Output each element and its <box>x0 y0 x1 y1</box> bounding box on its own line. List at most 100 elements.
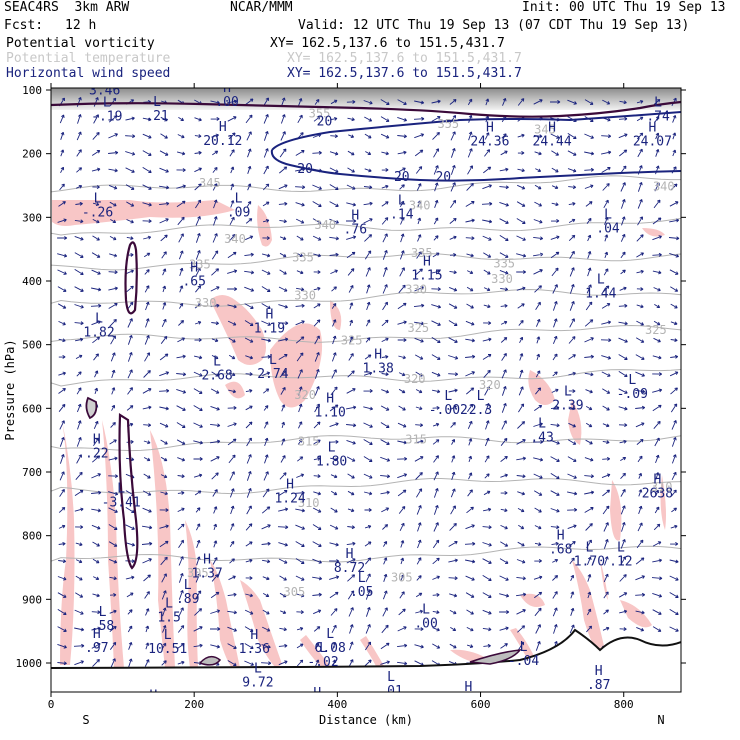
wind-vector <box>397 473 408 479</box>
extremum-type: H <box>313 686 321 701</box>
pv-contour-tropopause <box>51 100 681 118</box>
wind-vector <box>178 589 184 600</box>
wind-vector <box>57 236 68 240</box>
wind-vector <box>516 456 526 461</box>
wind-vector <box>90 303 102 308</box>
wind-vector <box>618 371 628 378</box>
wind-vector <box>652 609 662 615</box>
wind-vector <box>534 507 542 513</box>
wind-vector <box>143 440 151 445</box>
extremum-type: H <box>149 688 157 703</box>
wind-vector <box>127 609 133 615</box>
wind-vector <box>298 386 303 396</box>
extremum-value: .00 <box>215 95 238 110</box>
wind-vector <box>74 286 84 292</box>
wind-vector <box>671 420 677 430</box>
wind-vector <box>363 100 373 105</box>
extremum-type: L <box>184 578 192 593</box>
wind-vector <box>261 338 272 343</box>
x-tick-label: 800 <box>614 698 634 711</box>
wind-vector <box>433 504 439 515</box>
wind-vector <box>652 372 663 376</box>
extremum-type: L <box>538 416 546 431</box>
wind-vector <box>126 219 134 224</box>
wind-vector <box>331 624 337 634</box>
wind-vector <box>450 488 456 498</box>
wind-vector <box>195 267 201 277</box>
wind-vector <box>552 371 558 377</box>
extremum-type: H <box>464 680 472 695</box>
extremum-type: H <box>374 348 382 363</box>
extremum-value: 1.38 <box>363 362 394 377</box>
wind-vector <box>465 371 475 377</box>
wind-vector <box>636 252 644 258</box>
wind-vector <box>141 541 153 546</box>
wind-vector <box>227 320 237 326</box>
wind-vector <box>246 470 252 481</box>
x-tick-label: 600 <box>471 698 491 711</box>
wind-vector <box>143 457 151 462</box>
wind-vector <box>534 285 542 293</box>
wind-vector <box>329 218 339 224</box>
wind-vector <box>348 659 354 667</box>
wind-vector <box>568 406 576 411</box>
wind-vector <box>567 439 577 445</box>
wind-vector <box>365 267 371 277</box>
wind-vector <box>654 182 660 192</box>
wind-vector <box>567 133 577 140</box>
wind-vector <box>110 219 117 224</box>
extremum-value: 20.12 <box>203 134 242 149</box>
wind-vector <box>552 575 559 581</box>
wind-vector <box>210 303 220 308</box>
wind-vector <box>618 116 628 121</box>
wind-vector <box>550 473 560 480</box>
pv-shading-area <box>528 370 555 405</box>
wind-vector <box>467 403 474 412</box>
wind-vector <box>567 507 578 512</box>
wind-vector <box>568 422 576 428</box>
wind-vector <box>534 525 542 530</box>
wind-vector <box>212 183 218 191</box>
wind-vector <box>142 150 152 156</box>
wind-vector <box>500 541 509 547</box>
wind-vector <box>552 353 558 361</box>
wind-vector <box>585 301 593 311</box>
wind-vector <box>92 593 100 598</box>
wind-vector <box>159 388 170 393</box>
theta-label: 345 <box>534 122 556 136</box>
wind-speed-label: 20 <box>435 170 451 185</box>
wind-vector <box>179 267 184 277</box>
wind-vector <box>517 491 526 496</box>
wind-vector <box>277 525 289 530</box>
wind-vector <box>670 303 678 309</box>
wind-vector <box>484 403 490 413</box>
wind-vector <box>347 574 356 582</box>
wind-vector <box>484 473 490 479</box>
organization: NCAR/MMM <box>230 0 293 15</box>
wind-vector <box>76 387 82 395</box>
wind-vector <box>195 232 201 243</box>
wind-vector <box>363 439 373 446</box>
wind-vector <box>230 166 235 174</box>
wind-vector <box>669 575 679 581</box>
pv-contour <box>118 413 139 570</box>
wind-vector <box>466 506 474 514</box>
wind-vector <box>516 201 526 207</box>
wind-vector <box>127 318 133 328</box>
wind-vector <box>600 338 612 343</box>
wind-vector <box>108 474 119 478</box>
wind-vector <box>635 354 645 360</box>
wind-vector <box>314 403 320 413</box>
wind-vector <box>398 388 406 394</box>
wind-vector <box>142 388 152 394</box>
fcst-label: Fcst: <box>4 18 44 33</box>
wind-vector <box>281 438 286 446</box>
wind-vector <box>414 337 424 343</box>
wind-vector <box>399 591 405 599</box>
wind-vector <box>533 575 543 580</box>
wind-vector <box>431 337 441 344</box>
wind-vector <box>381 168 389 172</box>
wind-vector <box>108 150 119 155</box>
wind-vector <box>654 506 660 514</box>
wind-vector <box>414 627 424 631</box>
